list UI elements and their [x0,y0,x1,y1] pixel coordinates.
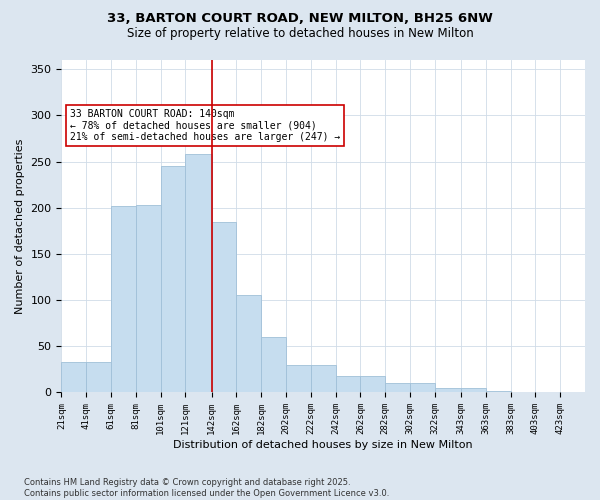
Bar [86,362,111,392]
Bar [435,388,461,392]
Bar [461,388,486,392]
Bar [361,376,385,392]
Bar [136,205,161,392]
Text: Size of property relative to detached houses in New Milton: Size of property relative to detached ho… [127,28,473,40]
Bar [161,166,185,392]
Bar [410,383,435,392]
Bar [111,206,136,392]
Bar [286,365,311,392]
Bar [261,337,286,392]
Bar [61,362,86,392]
Bar [185,154,212,392]
Bar [486,390,511,392]
Bar [236,294,261,392]
Bar [385,383,410,392]
Text: 33, BARTON COURT ROAD, NEW MILTON, BH25 6NW: 33, BARTON COURT ROAD, NEW MILTON, BH25 … [107,12,493,26]
Bar [335,376,361,392]
Bar [311,365,335,392]
Text: 33 BARTON COURT ROAD: 140sqm
← 78% of detached houses are smaller (904)
21% of s: 33 BARTON COURT ROAD: 140sqm ← 78% of de… [70,109,340,142]
X-axis label: Distribution of detached houses by size in New Milton: Distribution of detached houses by size … [173,440,473,450]
Y-axis label: Number of detached properties: Number of detached properties [15,138,25,314]
Bar [212,222,236,392]
Text: Contains HM Land Registry data © Crown copyright and database right 2025.
Contai: Contains HM Land Registry data © Crown c… [24,478,389,498]
